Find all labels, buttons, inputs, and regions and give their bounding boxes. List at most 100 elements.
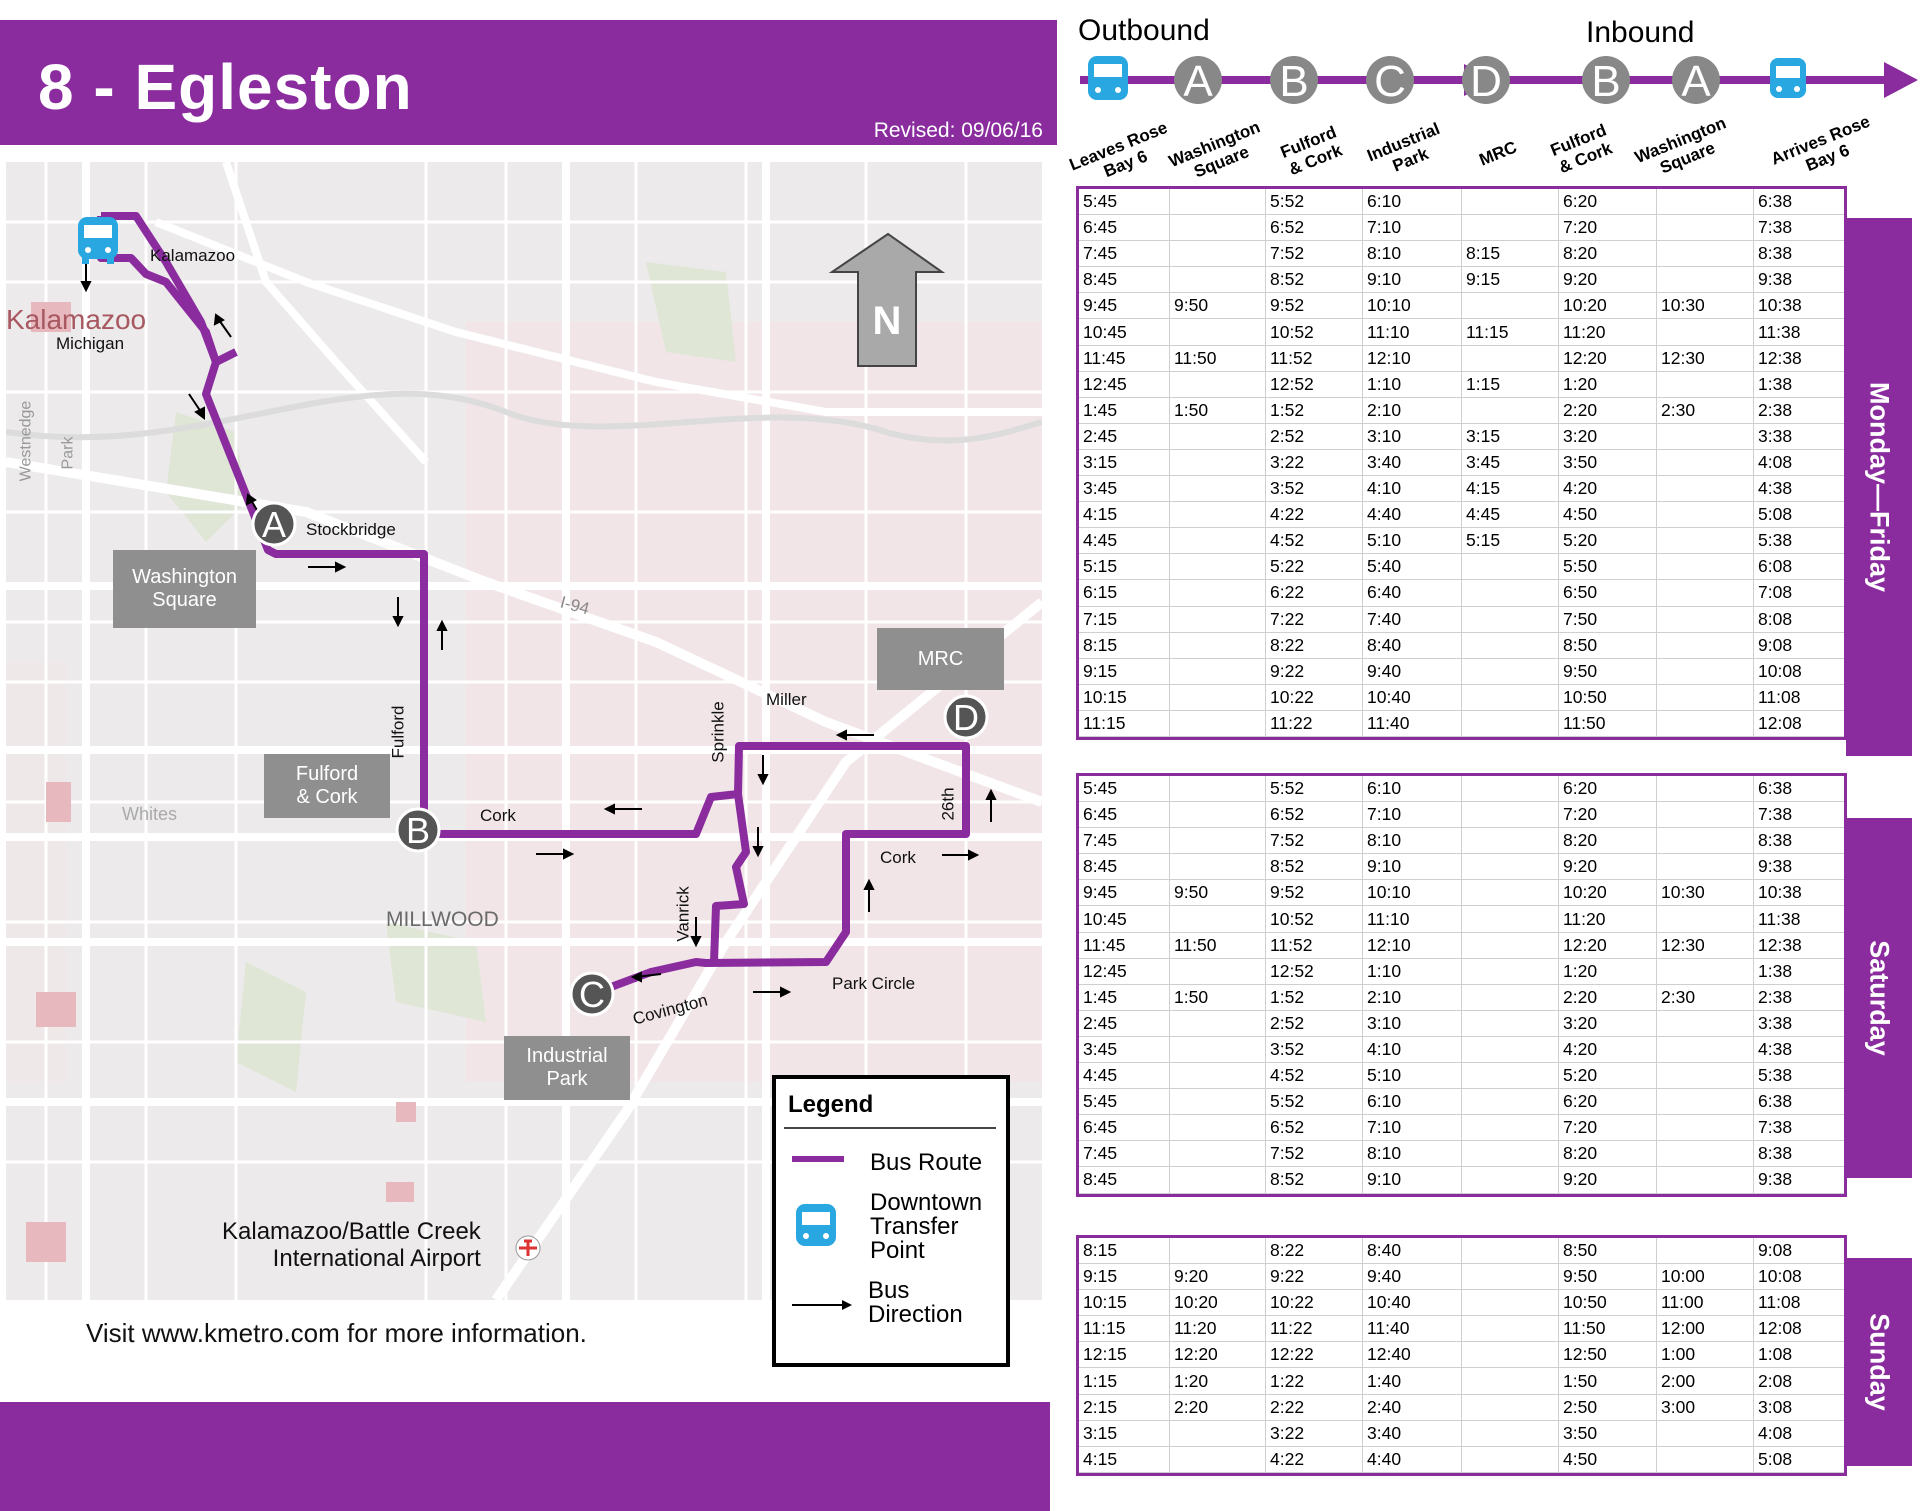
time-cell: 7:52 (1265, 240, 1363, 268)
time-cell: 3:52 (1265, 475, 1363, 503)
time-cell: 9:50 (1558, 1263, 1657, 1291)
time-cell: 2:22 (1265, 1394, 1363, 1421)
time-cell: 5:10 (1362, 1062, 1462, 1090)
time-cell: 7:15 (1079, 606, 1170, 633)
street-stockbridge: Stockbridge (306, 520, 396, 539)
time-cell: 10:40 (1362, 1289, 1462, 1317)
time-cell (1169, 501, 1266, 529)
time-cell: 11:50 (1169, 932, 1266, 959)
time-cell: 1:20 (1558, 958, 1657, 985)
time-cell: 3:45 (1079, 475, 1170, 503)
time-cell: 1:20 (1558, 371, 1657, 398)
time-cell: 8:40 (1362, 1238, 1462, 1265)
time-cell (1461, 606, 1559, 633)
time-cell (1461, 984, 1559, 1011)
route-map[interactable]: A B C D N Washington Square Fulford & Cork… (6, 162, 1042, 1300)
time-cell: 2:00 (1656, 1367, 1754, 1395)
time-cell (1169, 1238, 1266, 1265)
time-cell: 4:22 (1265, 1446, 1363, 1473)
time-cell: 7:20 (1558, 214, 1657, 242)
seq-stop-b-out: B (1279, 57, 1308, 106)
time-cell: 4:45 (1461, 501, 1559, 529)
time-cell: 1:38 (1753, 958, 1844, 985)
time-cell (1656, 1166, 1754, 1194)
time-cell: 6:38 (1753, 776, 1844, 803)
area-whites: Whites (122, 804, 178, 824)
time-cell: 4:52 (1265, 527, 1363, 555)
time-cell: 1:50 (1169, 397, 1266, 424)
time-cell (1461, 1166, 1559, 1194)
table-row: 7:45 7:52 8:10 8:20 8:38 (1079, 827, 1844, 855)
time-cell (1169, 632, 1266, 659)
direction-arrow-icon (792, 1300, 852, 1310)
time-cell: 2:52 (1265, 423, 1363, 450)
time-cell: 11:52 (1265, 345, 1363, 372)
time-cell: 8:10 (1362, 240, 1462, 268)
table-row: 12:45 12:52 1:10 1:15 1:20 1:38 (1079, 371, 1844, 398)
area-park: Park (59, 436, 77, 470)
time-cell: 11:50 (1558, 710, 1657, 737)
time-cell: 7:38 (1753, 214, 1844, 242)
time-cell: 6:10 (1362, 189, 1462, 216)
time-cell: 10:30 (1656, 292, 1754, 320)
time-cell: 9:10 (1362, 853, 1462, 881)
time-cell (1656, 1088, 1754, 1116)
time-cell: 9:22 (1265, 1263, 1363, 1291)
time-cell: 10:38 (1753, 292, 1844, 320)
time-cell (1461, 397, 1559, 424)
time-cell: 2:50 (1558, 1394, 1657, 1421)
saturday-schedule: 5:45 5:52 6:10 6:20 6:38 6:45 6:52 7:10 7:20 7:38… (1076, 773, 1847, 1197)
time-cell (1656, 214, 1754, 242)
time-cell: 6:38 (1753, 1088, 1844, 1116)
time-cell (1656, 1062, 1754, 1090)
area-kalamazoo: Kalamazoo (6, 304, 147, 335)
visit-link-text[interactable]: Visit www.kmetro.com for more informatio… (86, 1318, 587, 1348)
time-cell (1169, 266, 1266, 294)
time-cell (1656, 684, 1754, 711)
time-cell: 8:08 (1753, 606, 1844, 633)
time-cell: 7:40 (1362, 606, 1462, 633)
time-cell: 8:52 (1265, 266, 1363, 294)
time-cell (1461, 853, 1559, 881)
time-cell: 6:10 (1362, 776, 1462, 803)
time-cell (1656, 710, 1754, 737)
time-cell (1656, 801, 1754, 829)
time-cell: 4:08 (1753, 449, 1844, 477)
time-cell: 12:08 (1753, 710, 1844, 737)
time-cell (1461, 1394, 1559, 1421)
table-row: 9:45 9:50 9:52 10:10 10:20 10:30 10:38 (1079, 879, 1844, 907)
time-cell (1461, 710, 1559, 737)
time-cell (1169, 1166, 1266, 1194)
time-cell: 7:10 (1362, 214, 1462, 242)
time-cell: 7:38 (1753, 801, 1844, 829)
table-row: 2:45 2:52 3:10 3:20 3:38 (1079, 1010, 1844, 1037)
time-cell: 12:10 (1362, 932, 1462, 959)
time-cell: 5:15 (1461, 527, 1559, 555)
time-cell (1461, 1341, 1559, 1369)
street-miller: Miller (766, 690, 807, 709)
time-cell: 6:45 (1079, 214, 1170, 242)
time-cell: 8:15 (1079, 632, 1170, 659)
time-cell: 5:22 (1265, 553, 1363, 581)
time-cell: 8:45 (1079, 266, 1170, 294)
time-cell: 12:30 (1656, 345, 1754, 372)
time-cell: 5:45 (1079, 776, 1170, 803)
table-row: 6:45 6:52 7:10 7:20 7:38 (1079, 801, 1844, 829)
bus-icon (1770, 58, 1806, 98)
table-row: 11:45 11:50 11:52 12:10 12:20 12:30 12:38 (1079, 345, 1844, 372)
time-cell: 9:20 (1558, 853, 1657, 881)
street-cork-east: Cork (880, 848, 916, 867)
time-cell (1461, 189, 1559, 216)
stop-marker-b: B (395, 807, 441, 853)
time-cell: 1:15 (1461, 371, 1559, 398)
time-cell: 3:50 (1558, 449, 1657, 477)
street-sprinkle: Sprinkle (708, 701, 728, 763)
table-row: 7:45 7:52 8:10 8:15 8:20 8:38 (1079, 240, 1844, 268)
time-cell (1656, 1010, 1754, 1037)
time-cell: 2:38 (1753, 397, 1844, 424)
time-cell: 1:15 (1079, 1367, 1170, 1395)
bus-icon (78, 217, 118, 264)
time-cell (1656, 905, 1754, 933)
time-cell: 2:10 (1362, 984, 1462, 1011)
route-line-swatch (792, 1156, 844, 1162)
